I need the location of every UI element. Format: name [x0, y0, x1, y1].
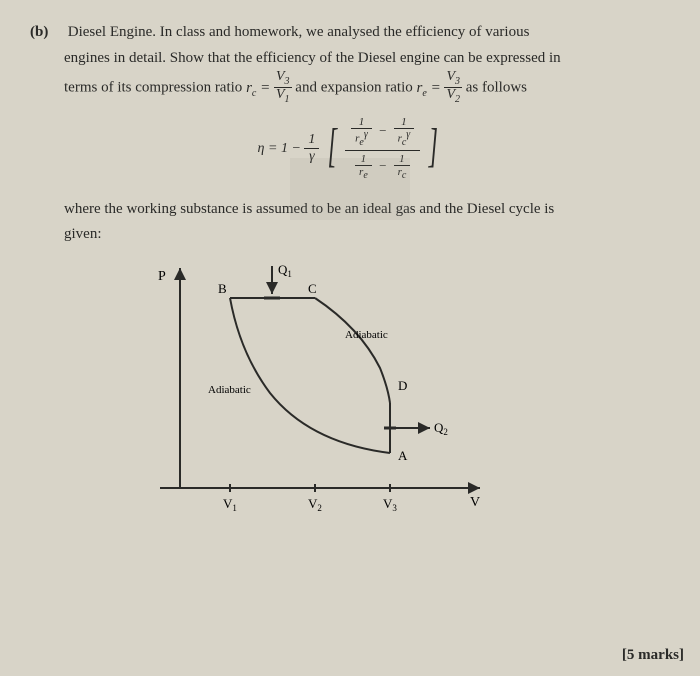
pv-svg: P V V1 V2 V3 B C Q1 Adiabatic D A	[140, 258, 500, 528]
svg-text:V1: V1	[223, 496, 237, 513]
svg-text:Adiabatic: Adiabatic	[208, 384, 251, 396]
line-2: engines in detail. Show that the efficie…	[64, 46, 654, 72]
svg-text:Adiabatic: Adiabatic	[345, 329, 388, 341]
line-3a: terms of its compression ratio	[64, 80, 246, 96]
svg-text:C: C	[308, 281, 317, 296]
line-3: terms of its compression ratio rc = V3 V…	[64, 71, 654, 106]
svg-text:B: B	[218, 281, 227, 296]
main-frac: 1 reγ − 1 rcγ 1 re − 1 rc	[345, 114, 420, 183]
pv-diagram: P V V1 V2 V3 B C Q1 Adiabatic D A	[140, 258, 670, 538]
line-5: given:	[64, 222, 654, 248]
part-label: (b)	[30, 20, 64, 46]
svg-text:D: D	[398, 378, 407, 393]
svg-text:V3: V3	[383, 496, 397, 513]
rc-def: rc = V3 V1	[246, 80, 295, 96]
svg-text:Q2: Q2	[434, 420, 448, 437]
svg-text:A: A	[398, 448, 408, 463]
question-page: (b) Diesel Engine. In class and homework…	[0, 0, 700, 547]
frac-1-gamma: 1 γ	[304, 132, 319, 164]
line-4: where the working substance is assumed t…	[64, 197, 654, 223]
re-def: re = V3 V2	[417, 80, 466, 96]
right-bracket: ]	[428, 122, 437, 170]
efficiency-formula: η = 1 − 1 γ [ 1 reγ − 1 rcγ 1	[30, 114, 670, 183]
svg-text:Q1: Q1	[278, 262, 292, 279]
marks-label: [5 marks]	[622, 647, 684, 664]
frac-v3-v2: V3 V2	[444, 70, 462, 105]
frac-v3-v1: V3 V1	[274, 70, 292, 105]
axis-p: P	[158, 269, 166, 284]
axis-v: V	[470, 495, 480, 510]
line-3b: and expansion ratio	[295, 80, 416, 96]
line-1: Diesel Engine. In class and homework, we…	[68, 20, 658, 46]
left-bracket: [	[328, 122, 337, 170]
line-3c: as follows	[466, 80, 527, 96]
svg-text:V2: V2	[308, 496, 322, 513]
first-line-row: (b) Diesel Engine. In class and homework…	[30, 20, 670, 46]
